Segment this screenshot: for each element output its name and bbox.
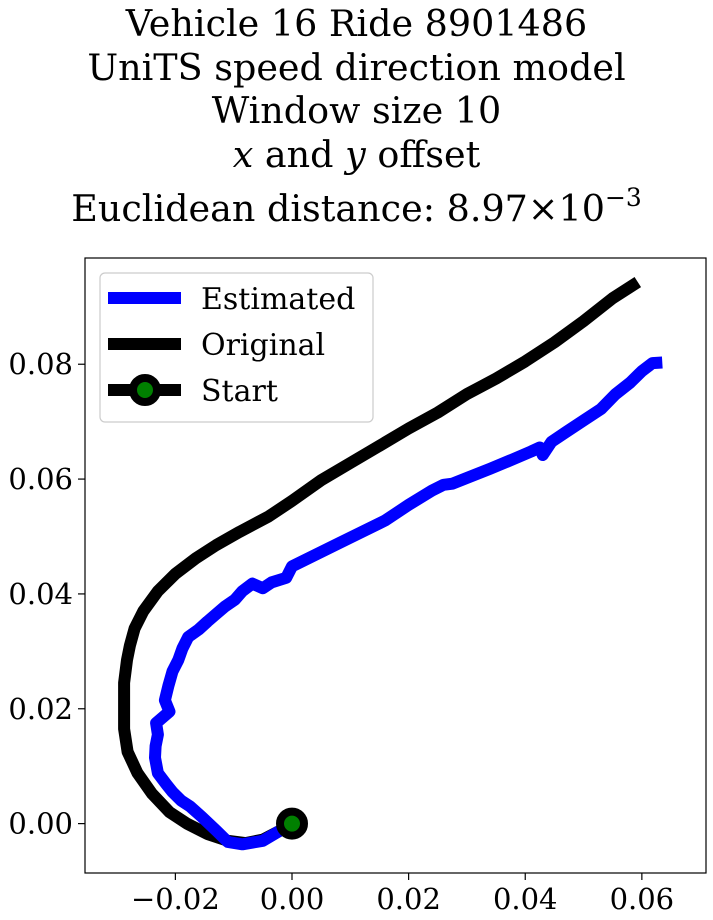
legend: Estimated Original Start: [99, 272, 374, 423]
title-var-x: x: [232, 132, 254, 176]
title-base: 10: [558, 187, 605, 230]
chart-title: Vehicle 16 Ride 8901486 UniTS speed dire…: [0, 2, 713, 231]
title-line-2: UniTS speed direction model: [87, 45, 626, 89]
title-distance-prefix: Euclidean distance: 8.97: [71, 187, 528, 230]
legend-label-start: Start: [201, 374, 278, 409]
title-line-5: Euclidean distance: 8.97×10−3: [0, 176, 713, 231]
legend-label-estimated: Estimated: [201, 282, 355, 317]
y-tick-label: 0.06: [8, 462, 73, 496]
title-exponent: −3: [604, 183, 642, 212]
x-tick-label: 0.06: [610, 882, 675, 916]
legend-label-original: Original: [201, 328, 325, 363]
title-line-4: x and y offset: [0, 133, 713, 177]
x-tick-label: 0.04: [493, 882, 558, 916]
y-tick-label: 0.04: [8, 577, 73, 611]
y-axis: 0.00 0.02 0.04 0.06 0.08: [8, 347, 85, 841]
series-line-estimated: [149, 356, 663, 851]
title-times: ×: [527, 187, 559, 230]
legend-start-marker: [129, 374, 161, 406]
x-tick-label: 0.02: [376, 882, 441, 916]
x-tick-label: −0.02: [131, 882, 220, 916]
series-line-original: [118, 277, 642, 850]
title-var-y: y: [345, 132, 366, 176]
plot-area: [118, 277, 663, 851]
x-tick-label: 0.00: [260, 882, 325, 916]
title-line-3: Window size 10: [211, 89, 502, 132]
y-tick-label: 0.02: [8, 692, 73, 726]
y-tick-label: 0.00: [8, 807, 73, 841]
y-tick-label: 0.08: [8, 347, 73, 381]
title-offset: offset: [365, 132, 481, 176]
title-and: and: [253, 132, 346, 176]
title-line-1: Vehicle 16 Ride 8901486: [125, 2, 588, 45]
x-axis: −0.02 0.00 0.02 0.04 0.06: [131, 873, 674, 916]
axes-frame: [84, 257, 707, 874]
start-marker: [276, 807, 308, 840]
